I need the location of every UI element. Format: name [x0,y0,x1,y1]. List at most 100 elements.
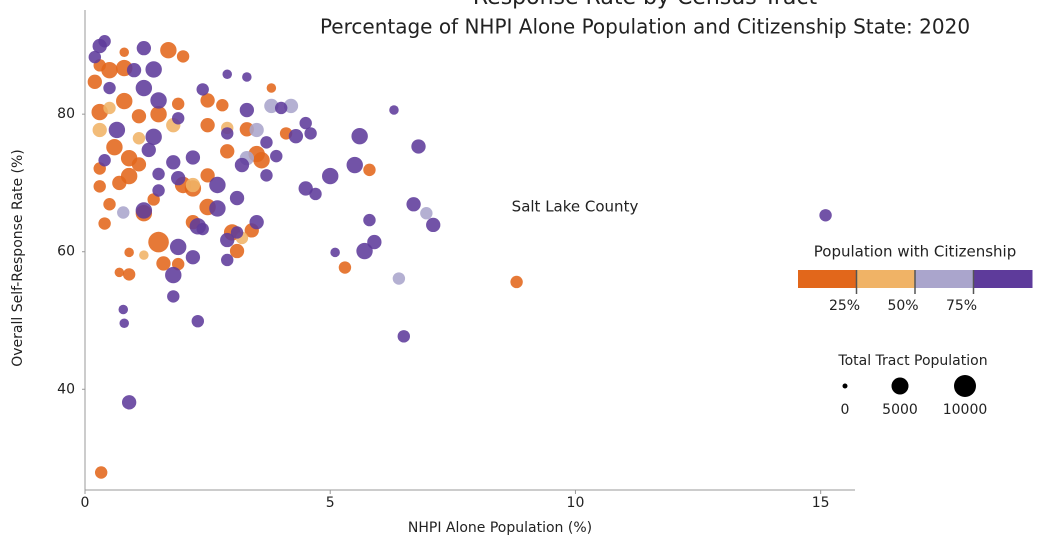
point [191,314,205,328]
point [117,206,130,219]
point [185,250,201,265]
point [185,177,201,193]
size-legend-circle [891,377,909,395]
point [220,232,235,248]
point [274,101,288,115]
point [103,198,116,211]
size-legend-circle [842,383,848,389]
point [169,238,187,256]
point [98,154,111,167]
point [389,105,399,115]
point [216,99,229,112]
point [135,202,153,219]
point [309,187,322,201]
point [98,35,111,48]
point [136,40,152,56]
point [363,163,376,177]
point [106,138,123,156]
point [148,231,169,253]
point [152,167,165,181]
point [299,116,312,130]
point [392,272,406,285]
point [239,102,255,118]
point [93,180,106,193]
size-legend-title: Total Tract Population [837,353,987,369]
point [322,167,339,185]
color-swatch [915,270,974,288]
point [510,275,523,289]
point [145,128,162,146]
color-swatch [973,270,1033,288]
point [330,247,340,258]
size-legend-circle [954,375,976,397]
x-tick-label: 10 [567,495,585,511]
point [397,330,410,343]
point [108,121,126,139]
point [167,290,180,303]
chart-subtitle: Percentage of NHPI Alone Population and … [320,15,970,39]
size-legend-label: 0 [841,402,850,418]
point [260,169,273,182]
point [304,127,317,140]
point [122,268,136,281]
point [363,213,376,227]
point [114,267,125,278]
color-swatch [856,270,916,288]
point [196,83,209,96]
point [132,132,146,145]
point [145,61,162,78]
point [229,190,245,206]
point [819,209,832,222]
point [152,184,165,197]
point [266,83,277,93]
point [209,176,226,194]
point [119,318,129,328]
point [176,50,190,63]
point [112,175,127,191]
point [221,127,234,140]
point [356,242,373,260]
point [139,250,149,260]
point [185,150,201,165]
point [160,42,177,59]
y-tick-label: 40 [57,381,75,397]
point [283,98,299,114]
point [264,98,279,114]
point [98,217,111,230]
point [249,122,264,138]
point [171,97,185,111]
point [220,144,235,159]
point [270,149,283,163]
point [351,127,368,145]
point [88,50,102,64]
point [165,266,182,284]
chart-title: Response Rate by Census Tract [473,0,818,10]
point [420,206,433,220]
point [118,304,129,315]
point [406,197,421,212]
point [94,466,108,479]
point [103,101,116,115]
color-legend-title: Population with Citizenship [814,243,1016,261]
point [222,69,232,80]
y-tick-label: 60 [57,244,75,260]
point [196,222,209,236]
size-legend-label: 10000 [943,402,988,418]
size-legend-label: 5000 [882,402,918,418]
point [288,129,304,144]
point [141,142,156,158]
point [135,79,153,97]
point [171,170,186,186]
point [124,247,134,258]
point [426,217,441,233]
point [116,92,133,110]
point [121,395,137,410]
x-tick-label: 5 [326,495,335,511]
color-swatch [798,270,857,288]
point [253,152,270,169]
point [209,200,226,217]
y-tick-label: 80 [57,106,75,122]
point [166,155,181,170]
point [131,157,147,172]
